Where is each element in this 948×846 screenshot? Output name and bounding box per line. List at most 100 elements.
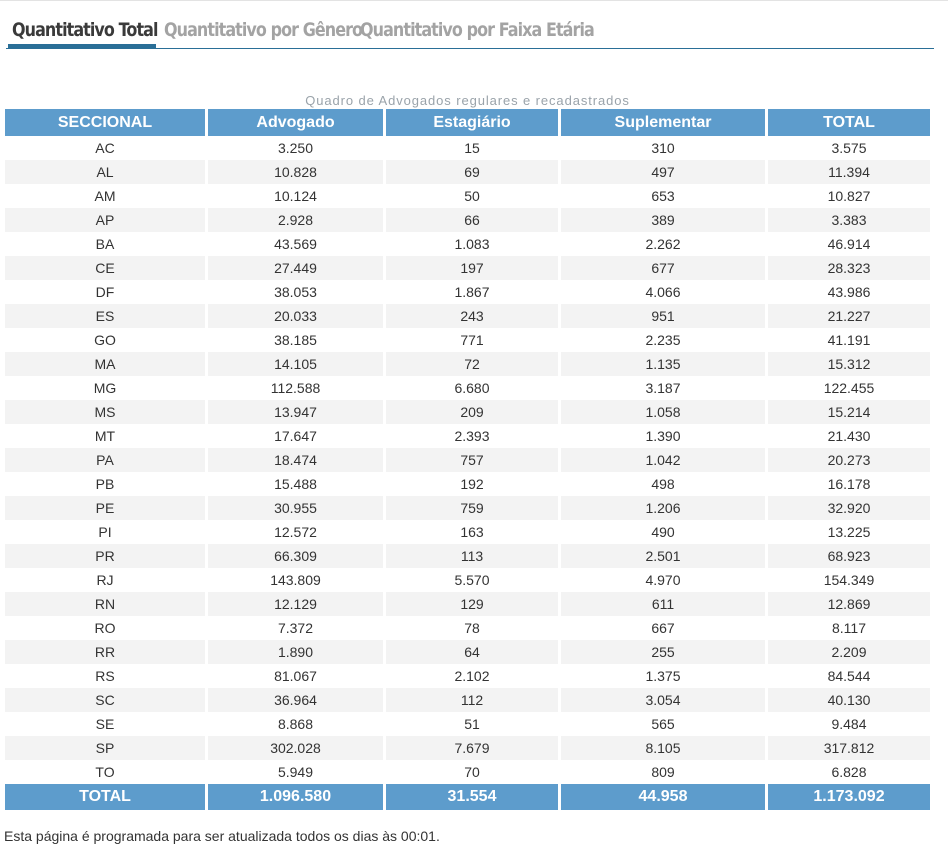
table-row: AP 2.928 66 389 3.383: [5, 208, 930, 232]
cell-suplementar: 667: [561, 616, 768, 640]
cell-seccional: AP: [5, 208, 208, 232]
cell-suplementar: 1.135: [561, 352, 768, 376]
table-row: PA 18.474 757 1.042 20.273: [5, 448, 930, 472]
cell-estagiario: 113: [386, 544, 561, 568]
table-row: AM 10.124 50 653 10.827: [5, 184, 930, 208]
active-tab-indicator: [8, 44, 156, 48]
table-row: GO 38.185 771 2.235 41.191: [5, 328, 930, 352]
cell-suplementar: 490: [561, 520, 768, 544]
cell-estagiario: 1.867: [386, 280, 561, 304]
cell-total: 43.986: [768, 280, 930, 304]
cell-seccional: AC: [5, 136, 208, 160]
header-suplementar: Suplementar: [561, 109, 768, 136]
cell-estagiario: 192: [386, 472, 561, 496]
cell-total: 9.484: [768, 712, 930, 736]
cell-advogado: 14.105: [208, 352, 386, 376]
cell-suplementar: 4.970: [561, 568, 768, 592]
table-row: RR 1.890 64 255 2.209: [5, 640, 930, 664]
table-row: SE 8.868 51 565 9.484: [5, 712, 930, 736]
cell-advogado: 7.372: [208, 616, 386, 640]
table-row: TO 5.949 70 809 6.828: [5, 760, 930, 784]
cell-total: 122.455: [768, 376, 930, 400]
cell-seccional: MS: [5, 400, 208, 424]
cell-estagiario: 72: [386, 352, 561, 376]
cell-total: 16.178: [768, 472, 930, 496]
cell-suplementar: 3.054: [561, 688, 768, 712]
cell-seccional: AM: [5, 184, 208, 208]
table-row: RJ 143.809 5.570 4.970 154.349: [5, 568, 930, 592]
cell-total: 317.812: [768, 736, 930, 760]
cell-seccional: SE: [5, 712, 208, 736]
cell-estagiario: 64: [386, 640, 561, 664]
cell-suplementar: 677: [561, 256, 768, 280]
cell-total: 32.920: [768, 496, 930, 520]
cell-estagiario: 112: [386, 688, 561, 712]
table-row: PB 15.488 192 498 16.178: [5, 472, 930, 496]
cell-suplementar: 809: [561, 760, 768, 784]
table-row: RS 81.067 2.102 1.375 84.544: [5, 664, 930, 688]
cell-estagiario: 70: [386, 760, 561, 784]
cell-advogado: 81.067: [208, 664, 386, 688]
cell-advogado: 1.890: [208, 640, 386, 664]
table-row: PI 12.572 163 490 13.225: [5, 520, 930, 544]
tab-quantitativo-por-genero[interactable]: Quantitativo por Gênero: [164, 19, 363, 41]
cell-estagiario: 2.393: [386, 424, 561, 448]
table-footer-row: TOTAL 1.096.580 31.554 44.958 1.173.092: [5, 784, 930, 810]
cell-advogado: 10.828: [208, 160, 386, 184]
cell-suplementar: 1.042: [561, 448, 768, 472]
cell-total: 10.827: [768, 184, 930, 208]
lawyers-table: SECCIONAL Advogado Estagiário Suplementa…: [5, 109, 930, 810]
cell-suplementar: 497: [561, 160, 768, 184]
cell-seccional: MT: [5, 424, 208, 448]
table-row: DF 38.053 1.867 4.066 43.986: [5, 280, 930, 304]
cell-estagiario: 757: [386, 448, 561, 472]
table-row: SP 302.028 7.679 8.105 317.812: [5, 736, 930, 760]
cell-advogado: 38.053: [208, 280, 386, 304]
cell-estagiario: 771: [386, 328, 561, 352]
cell-seccional: MA: [5, 352, 208, 376]
cell-seccional: PA: [5, 448, 208, 472]
cell-estagiario: 129: [386, 592, 561, 616]
header-estagiario: Estagiário: [386, 109, 561, 136]
cell-suplementar: 1.206: [561, 496, 768, 520]
cell-suplementar: 951: [561, 304, 768, 328]
cell-total: 21.430: [768, 424, 930, 448]
table-row: PE 30.955 759 1.206 32.920: [5, 496, 930, 520]
table-row: MS 13.947 209 1.058 15.214: [5, 400, 930, 424]
top-divider: [0, 0, 948, 1]
cell-seccional: RJ: [5, 568, 208, 592]
table-row: RN 12.129 129 611 12.869: [5, 592, 930, 616]
tab-quantitativo-por-faixa-etaria[interactable]: Quantitativo por Faixa Etária: [360, 19, 595, 41]
cell-total: 28.323: [768, 256, 930, 280]
cell-suplementar: 4.066: [561, 280, 768, 304]
cell-suplementar: 1.375: [561, 664, 768, 688]
cell-advogado: 12.572: [208, 520, 386, 544]
footer-grand-total: 1.173.092: [768, 784, 930, 810]
table-header-row: SECCIONAL Advogado Estagiário Suplementa…: [5, 109, 930, 136]
cell-seccional: PI: [5, 520, 208, 544]
table-row: MT 17.647 2.393 1.390 21.430: [5, 424, 930, 448]
cell-seccional: ES: [5, 304, 208, 328]
cell-estagiario: 51: [386, 712, 561, 736]
cell-advogado: 36.964: [208, 688, 386, 712]
cell-suplementar: 255: [561, 640, 768, 664]
cell-suplementar: 498: [561, 472, 768, 496]
cell-total: 84.544: [768, 664, 930, 688]
cell-suplementar: 565: [561, 712, 768, 736]
cell-seccional: PR: [5, 544, 208, 568]
cell-advogado: 112.588: [208, 376, 386, 400]
cell-seccional: RO: [5, 616, 208, 640]
cell-advogado: 17.647: [208, 424, 386, 448]
cell-seccional: GO: [5, 328, 208, 352]
table-row: AC 3.250 15 310 3.575: [5, 136, 930, 160]
cell-total: 3.383: [768, 208, 930, 232]
cell-suplementar: 310: [561, 136, 768, 160]
tab-quantitativo-total[interactable]: Quantitativo Total: [12, 19, 158, 41]
cell-estagiario: 243: [386, 304, 561, 328]
cell-seccional: SC: [5, 688, 208, 712]
table-row: ES 20.033 243 951 21.227: [5, 304, 930, 328]
cell-total: 68.923: [768, 544, 930, 568]
cell-advogado: 5.949: [208, 760, 386, 784]
cell-suplementar: 389: [561, 208, 768, 232]
table-row: AL 10.828 69 497 11.394: [5, 160, 930, 184]
